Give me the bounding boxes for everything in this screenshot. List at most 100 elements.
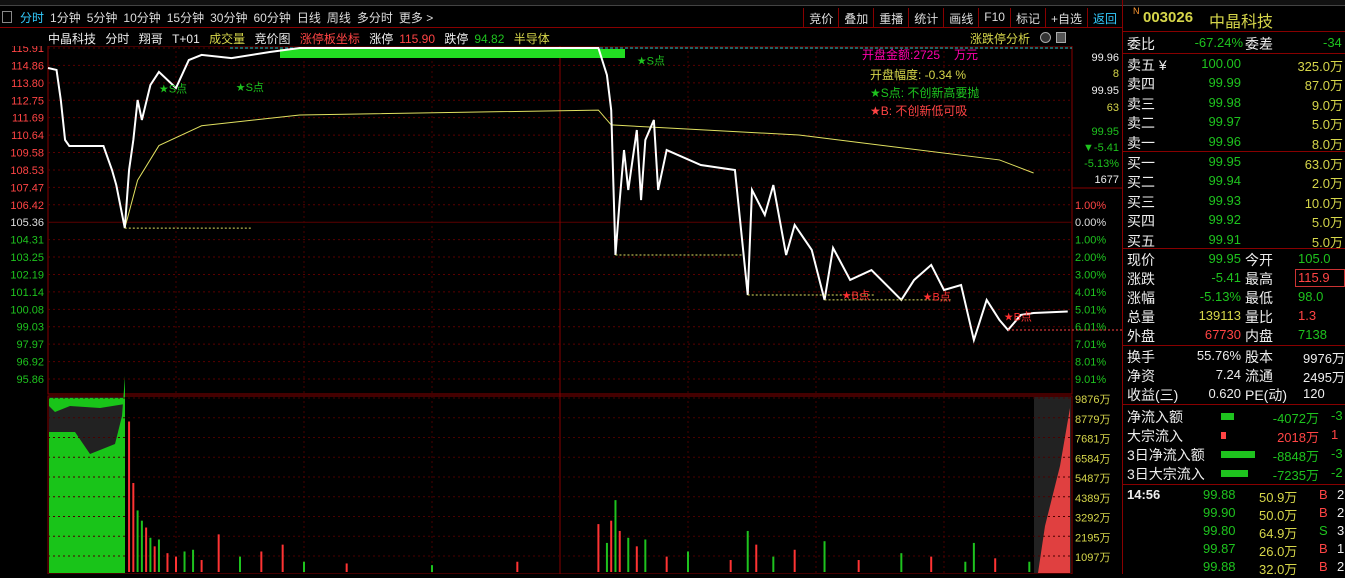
tab-10[interactable]: 更多 > (398, 11, 434, 25)
stat-label: 换手 (1127, 349, 1155, 365)
axis-quote-bid1_vol: 63 (1107, 102, 1119, 114)
volume-tick-label: 2195万 (1075, 532, 1110, 544)
tick-count: 1 (1337, 541, 1345, 556)
toolbar-button-4[interactable]: 画线 (943, 8, 978, 27)
bid-volume: 5.0万 (1311, 215, 1343, 231)
limit-down-label: 跌停 (444, 32, 469, 46)
bid-price: 99.91 (1208, 231, 1241, 247)
flow-label: 3日大宗流入 (1127, 466, 1205, 482)
divider (1123, 31, 1345, 32)
flow-bar (1221, 451, 1256, 458)
flow-bar (1221, 470, 1248, 477)
signal-marker[interactable]: ★S点 (236, 81, 264, 94)
bid-label: 买一 (1127, 155, 1155, 171)
stat-label: 最高 (1245, 271, 1273, 287)
tab-4[interactable]: 15分钟 (166, 11, 205, 25)
tick-price: 99.90 (1203, 505, 1236, 520)
ask-volume: 5.0万 (1311, 117, 1343, 133)
tab-6[interactable]: 60分钟 (253, 11, 291, 25)
toolbar-button-3[interactable]: 统计 (908, 8, 943, 27)
tab-2[interactable]: 5分钟 (86, 11, 118, 25)
stat-label: PE(动) (1245, 387, 1287, 403)
high-box (1295, 269, 1345, 287)
stat-label: 外盘 (1127, 328, 1155, 344)
limit-analysis-button[interactable]: 涨跌停分析 (970, 32, 1031, 46)
tick-price: 99.88 (1203, 487, 1236, 502)
divider (1123, 248, 1345, 249)
stat-value: 115.9 (1298, 270, 1330, 285)
toolbar-button-1[interactable]: 叠加 (838, 8, 873, 27)
toolbar-button-5[interactable]: F10 (978, 8, 1010, 27)
tab-9[interactable]: 多分时 (356, 11, 393, 25)
ask-volume: 87.0万 (1304, 78, 1343, 94)
stat-value: 139113 (1198, 308, 1241, 323)
limit-board-toggle[interactable]: 涨停板坐标 (299, 32, 360, 46)
tick-volume: 26.0万 (1259, 544, 1298, 559)
bid-label: 买三 (1127, 193, 1155, 210)
tab-5[interactable]: 30分钟 (210, 11, 248, 25)
period-toolbar: 分时 1分钟 5分钟 10分钟 15分钟 30分钟 60分钟 日线 周线 多分时 更多 > 竞价 叠加… (0, 7, 1122, 28)
mode-label[interactable]: 分时 (105, 32, 130, 46)
quote-panel: N 003026 中晶科技 委比 -67.24% 委差 -34 卖五 ¥100.00 325.0… (1122, 0, 1345, 577)
tab-0[interactable]: 分时 (20, 11, 45, 25)
tab-8[interactable]: 周线 (326, 11, 351, 25)
flow-extra: -3 (1331, 446, 1343, 461)
stat-label: 涨跌 (1127, 271, 1155, 287)
tick-side: B (1319, 487, 1328, 502)
price-tick-label: 113.80 (11, 78, 44, 90)
pin-icon[interactable] (1040, 32, 1051, 43)
price-tick-label: 108.53 (10, 165, 44, 177)
toolbar-button-7[interactable]: +自选 (1044, 8, 1087, 27)
open-amount-value: 开盘金额:2725 (862, 48, 941, 62)
signal-marker[interactable]: ★S点 (159, 83, 187, 96)
toolbar-button-2[interactable]: 重播 (873, 8, 908, 27)
pct-tick-label: 4.01% (1075, 287, 1106, 299)
volume-tick-label: 4389万 (1075, 493, 1110, 505)
ask-price: 99.98 (1208, 94, 1241, 110)
toolbar-button-0[interactable]: 竞价 (803, 8, 838, 27)
volume-tick-label: 6584万 (1075, 453, 1110, 465)
pct-tick-label: 1.00% (1075, 200, 1106, 212)
signal-marker[interactable]: ★S点 (637, 55, 665, 68)
open-amount-unit: 万元 (954, 48, 979, 62)
pct-tick-label: 5.01% (1075, 304, 1106, 316)
bid-price: 99.93 (1208, 192, 1241, 208)
volume-toggle[interactable]: 成交量 (209, 32, 246, 46)
tab-1[interactable]: 1分钟 (50, 11, 81, 25)
stat-label: 涨幅 (1127, 290, 1155, 306)
volume-tick-label: 8779万 (1075, 414, 1110, 426)
toolbar-button-6[interactable]: 标记 (1009, 8, 1045, 27)
tab-3[interactable]: 10分钟 (123, 11, 161, 25)
signal-marker[interactable]: ★B点 (1004, 311, 1032, 324)
tick-side: B (1319, 541, 1328, 556)
toolbar-menu-icon[interactable] (2, 11, 12, 23)
auction-volume-fill (49, 376, 125, 573)
intraday-chart[interactable]: 115.91 114.86 113.80 112.75 111.69 110.64 109.… (0, 46, 1122, 574)
volume-tick-label: 3292万 (1075, 513, 1110, 525)
stat-label: 总量 (1127, 309, 1155, 325)
price-tick-label: 103.25 (10, 252, 44, 264)
limit-up-value: 115.90 (399, 32, 436, 46)
tick-count: 2 (1337, 559, 1345, 574)
limit-up-seal-band (280, 49, 625, 58)
axis-quote-ask1_vol: 8 (1113, 68, 1119, 80)
price-tick-label: 106.42 (10, 200, 44, 212)
user-label: 翔哥 (138, 32, 163, 46)
signal-marker[interactable]: ★B点 (923, 291, 951, 304)
signal-marker[interactable]: ★B点 (842, 289, 870, 302)
tick-price: 99.87 (1203, 541, 1236, 556)
auction-top-fill (49, 398, 125, 412)
toolbar-button-8[interactable]: 返回 (1086, 8, 1122, 27)
sector-label[interactable]: 半导体 (513, 32, 550, 46)
ask-label: 卖二 (1127, 115, 1155, 132)
panel-toggle-icon[interactable] (1056, 32, 1066, 43)
volume-tick-label: 1097万 (1075, 552, 1110, 564)
tab-7[interactable]: 日线 (296, 11, 321, 25)
ask-price: 99.96 (1208, 133, 1241, 149)
flow-value: 2018万 (1277, 430, 1319, 445)
flow-extra: 1 (1331, 427, 1339, 442)
tick-side: B (1319, 505, 1328, 520)
price-tick-label: 111.69 (12, 113, 44, 125)
stat-label: 今开 (1245, 252, 1273, 268)
auction-toggle[interactable]: 竞价图 (254, 32, 291, 46)
